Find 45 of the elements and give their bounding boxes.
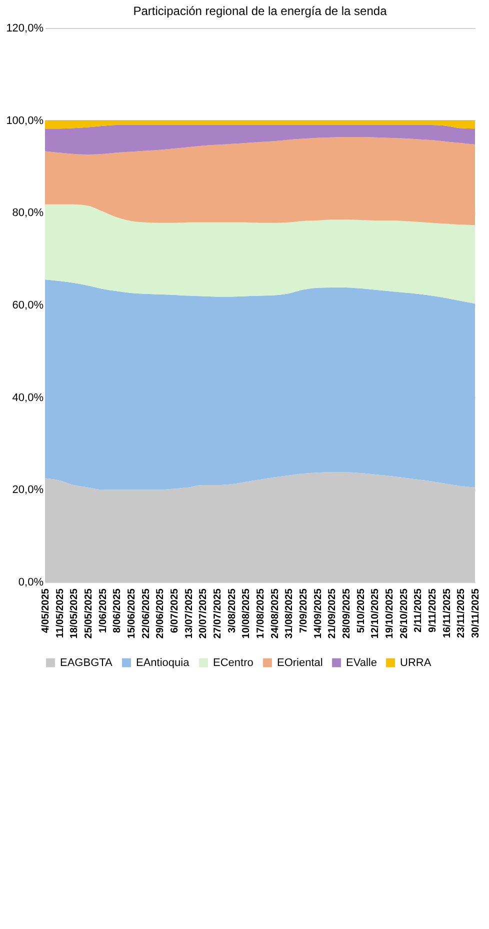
x-tick-label: 7/09/2025 [298, 588, 310, 633]
y-tick-label: 100,0% [6, 114, 44, 127]
x-tick-label: 5/10/2025 [356, 588, 367, 633]
x-tick-label: 3/08/2025 [226, 588, 238, 633]
x-tick-label: 28/09/2025 [342, 588, 352, 639]
x-tick-label: 12/10/2025 [370, 588, 382, 639]
x-tick-label: 22/06/2025 [140, 588, 152, 639]
x-tick-label: 13/07/2025 [184, 588, 195, 639]
x-tick-label: 2/11/2025 [413, 588, 424, 632]
y-tick-label: 60,0% [12, 300, 44, 312]
chart-title: Participación regional de la energía de la senda [133, 4, 388, 18]
x-tick-label: 20/07/2025 [198, 588, 210, 639]
x-tick-label: 11/05/2025 [54, 588, 66, 638]
x-tick-label: 24/08/2025 [270, 588, 281, 639]
y-tick-label: 80,0% [12, 207, 44, 220]
legend-label: EValle [346, 656, 377, 669]
x-tick-label: 6/07/2025 [170, 588, 180, 633]
x-tick-label: 18/05/2025 [69, 588, 80, 639]
legend-label: URRA [400, 656, 432, 669]
x-tick-label: 23/11/2025 [456, 588, 468, 638]
x-tick-label: 17/08/2025 [256, 588, 266, 639]
x-tick-label: 15/06/2025 [126, 588, 138, 639]
x-tick-label: 21/09/2025 [327, 588, 338, 639]
x-tick-label: 1/06/2025 [98, 588, 109, 633]
x-tick-label: 25/05/2025 [84, 588, 94, 639]
x-tick-label: 31/08/2025 [284, 588, 296, 639]
y-tick-label: 20,0% [12, 484, 44, 496]
x-tick-label: 27/07/2025 [212, 588, 224, 639]
x-tick-label: 19/10/2025 [384, 588, 396, 639]
y-tick-label: 120,0% [6, 22, 44, 34]
x-tick-label: 8/06/2025 [112, 588, 124, 633]
x-tick-label: 26/10/2025 [398, 588, 410, 639]
x-tick-label: 14/09/2025 [312, 588, 324, 639]
legend-label: EAGBGTA [60, 656, 114, 669]
legend-label: EAntioquia [136, 656, 190, 669]
x-tick-label: 10/08/2025 [241, 588, 252, 639]
y-tick-label: 40,0% [12, 392, 44, 404]
x-tick-label: 29/06/2025 [155, 588, 166, 639]
x-tick-label: 16/11/2025 [442, 588, 453, 638]
x-tick-label: 4/05/2025 [40, 588, 52, 633]
legend-label: EOriental [277, 656, 323, 669]
y-tick-label: 0,0% [18, 576, 44, 588]
x-tick-label: 9/11/2025 [428, 588, 438, 632]
legend-label: ECentro [213, 656, 254, 669]
x-tick-label: 30/11/2025 [470, 588, 482, 638]
